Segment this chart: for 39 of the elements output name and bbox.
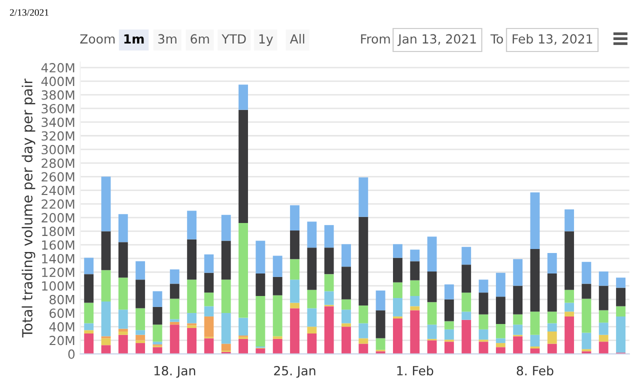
y-tick-label: 340M <box>42 118 74 128</box>
y-tick-label: 380M <box>42 90 74 100</box>
text: Zoom <box>80 34 115 44</box>
y-tick-label: 240M <box>42 186 74 196</box>
text: 2/13/2021 <box>10 9 48 16</box>
y-tick-label: 120M <box>42 268 74 278</box>
y-tick-label: 320M <box>42 131 74 141</box>
y-tick-label: 180M <box>42 226 74 236</box>
y-tick-label: 220M <box>42 199 74 209</box>
y-tick-label: 0 <box>68 349 75 359</box>
y-tick-label: 140M <box>42 254 74 264</box>
y-axis-title: Total trading volume per day per pair <box>22 78 36 338</box>
y-tick-label: 200M <box>42 213 74 222</box>
y-tick-label: 100M <box>42 281 74 291</box>
text: YTD <box>222 34 246 44</box>
text: To <box>490 34 503 44</box>
y-tick-label: 20M <box>50 336 74 346</box>
text: Feb 13, 2021 <box>512 34 592 45</box>
text: Jan 13, 2021 <box>397 34 476 46</box>
text: 1m <box>124 34 144 44</box>
y-tick-label: 40M <box>49 322 74 332</box>
x-tick-label: 8. Feb <box>516 366 554 376</box>
x-tick-label: 1. Feb <box>397 366 434 376</box>
text: All <box>290 34 304 44</box>
y-tick-label: 160M <box>42 240 74 250</box>
text: From <box>361 34 390 44</box>
x-tick-label: 25. Jan <box>274 366 316 378</box>
y-tick-label: 280M <box>42 158 74 168</box>
y-tick-label: 60M <box>50 308 74 318</box>
y-tick-label: 80M <box>50 294 74 304</box>
text: 1y <box>259 34 273 46</box>
x-tick-label: 18. Jan <box>154 366 196 378</box>
text: 3m <box>158 34 176 44</box>
y-tick-label: 300M <box>42 144 74 154</box>
y-tick-label: 260M <box>42 172 74 182</box>
y-tick-label: 420M <box>41 63 74 72</box>
y-tick-label: 360M <box>42 104 74 114</box>
text: 6m <box>190 34 209 44</box>
y-tick-label: 400M <box>41 76 74 86</box>
